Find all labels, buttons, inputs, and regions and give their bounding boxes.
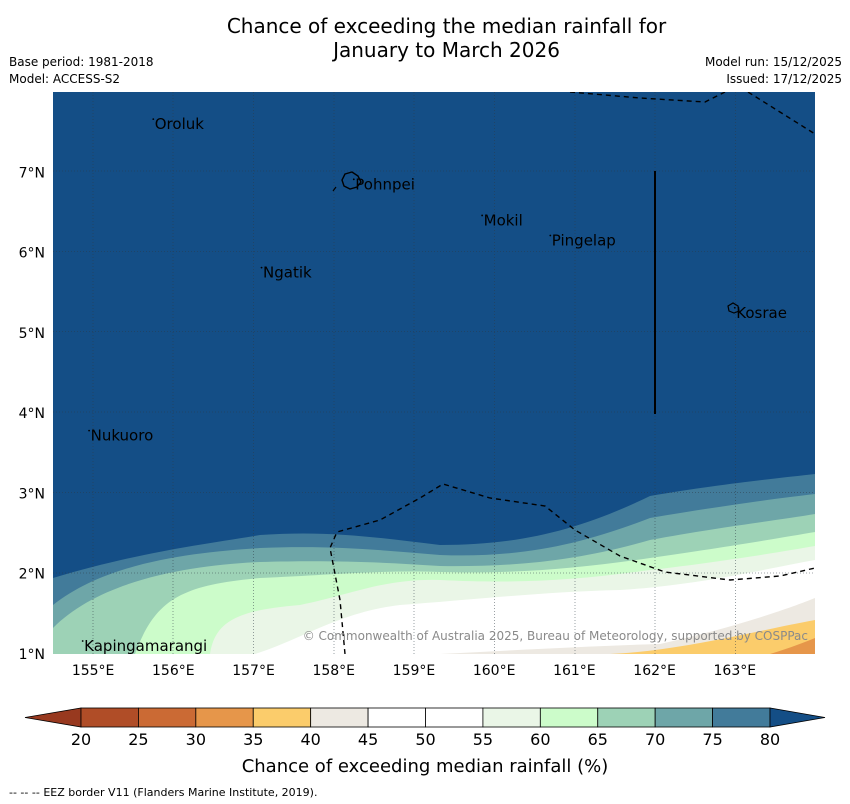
colorbar-segment [367, 707, 426, 728]
colorbar-tick-label: 35 [243, 730, 263, 749]
colorbar-tick-label: 20 [71, 730, 91, 749]
place-label-ngatik: Ngatik [263, 264, 312, 282]
eez-borders [329, 92, 815, 654]
colorbar-segment [712, 707, 771, 728]
lon-tick-label: 160°E [473, 663, 516, 679]
colorbar-segment [252, 707, 312, 728]
lon-tick-label: 155°E [72, 663, 115, 679]
band-35-40 [610, 620, 815, 654]
colorbar-segment [310, 707, 369, 728]
lat-tick-label: 5°N [19, 326, 45, 342]
latitude-tick-labels: 1°N 2°N 3°N 4°N 5°N 6°N 7°N [19, 165, 45, 663]
title-line-1: Chance of exceeding the median rainfall … [226, 14, 667, 38]
colorbar-label: Chance of exceeding median rainfall (%) [241, 756, 609, 777]
eez-border-south [329, 483, 815, 654]
island-outlines [332, 171, 740, 314]
place-marker [260, 266, 263, 269]
place-labels: Oroluk Pohnpei Mokil Pingelap Ngatik Kosrae Nu… [81, 115, 787, 655]
place-label-pohnpei: Pohnpei [355, 175, 415, 193]
longitude-tick-labels: 155°E 156°E 157°E 158°E 159°E 160°E 161°E 162°E… [72, 663, 756, 679]
colorbar-tick-label: 45 [358, 730, 378, 749]
eez-border-top-right [747, 92, 815, 135]
lat-tick-label: 6°N [19, 246, 45, 262]
colorbar: 20 25 30 35 40 45 50 55 60 65 70 75 80 [24, 707, 826, 749]
eez-legend: -- -- -- EEZ border V11 (Flanders Marine… [9, 786, 317, 799]
band-30-35 [770, 638, 815, 654]
colorbar-segment [138, 707, 197, 728]
lat-tick-label: 1°N [19, 647, 45, 663]
base-period: Base period: 1981-2018 [9, 55, 154, 69]
colorbar-tick-label: 55 [473, 730, 493, 749]
kosrae-island-outline [727, 302, 740, 314]
colorbar-tick-label: 80 [760, 730, 780, 749]
place-marker [81, 640, 84, 642]
place-marker [733, 306, 736, 309]
place-label-pingelap: Pingelap [552, 232, 616, 250]
colorbar-tick-label: 60 [530, 730, 550, 749]
colorbar-segment [597, 707, 656, 728]
colorbar-segment [80, 707, 139, 728]
colorbar-tick-label: 25 [128, 730, 148, 749]
band-50-55 [255, 560, 815, 654]
lat-tick-label: 3°N [19, 486, 45, 502]
colorbar-tick-label: 50 [415, 730, 435, 749]
eez-border-top [569, 92, 726, 103]
place-label-kapingamarangi: Kapingamarangi [84, 637, 207, 655]
colorbar-extend-high [769, 707, 826, 728]
model-run: Model run: 15/12/2025 [704, 55, 842, 69]
lon-tick-label: 158°E [312, 663, 355, 679]
issued-date: Issued: 17/12/2025 [726, 72, 842, 86]
meta-left: Base period: 1981-2018 Model: ACCESS-S2 [9, 54, 154, 88]
colorbar-extend-low [24, 707, 82, 728]
colorbar-tick-label: 75 [702, 730, 722, 749]
colorbar-segment [195, 707, 254, 728]
place-marker [549, 234, 552, 237]
lon-tick-label: 157°E [232, 663, 275, 679]
colorbar-segment [539, 707, 599, 728]
eez-legend-dashes: -- -- -- [9, 786, 40, 799]
lon-tick-label: 162°E [633, 663, 676, 679]
colorbar-tick-label: 30 [186, 730, 206, 749]
place-label-nukuoro: Nukuoro [91, 427, 154, 445]
lat-tick-label: 7°N [19, 165, 45, 181]
colorbar-segment [482, 707, 541, 728]
place-marker [352, 178, 355, 181]
place-marker [481, 214, 484, 217]
lat-tick-label: 4°N [19, 406, 45, 422]
colorbar-segment [425, 707, 484, 728]
chart-title: Chance of exceeding the median rainfall … [0, 14, 850, 62]
colorbar-tick-label: 65 [588, 730, 608, 749]
lon-tick-label: 156°E [152, 663, 195, 679]
pohnpei-reef-mark [332, 186, 337, 192]
lon-tick-label: 159°E [393, 663, 436, 679]
title-line-2: January to March 2026 [333, 38, 560, 62]
place-marker [152, 118, 155, 121]
lon-tick-label: 161°E [553, 663, 596, 679]
colorbar-tick-label: 70 [645, 730, 665, 749]
place-marker [88, 429, 90, 432]
eez-legend-text: EEZ border V11 (Flanders Marine Institut… [43, 786, 318, 799]
lon-tick-label: 163°E [714, 663, 757, 679]
lat-tick-label: 2°N [19, 567, 45, 583]
place-label-oroluk: Oroluk [155, 115, 204, 133]
copyright-notice: © Commonwealth of Australia 2025, Bureau… [303, 629, 808, 643]
probability-field [53, 92, 815, 654]
model-name: Model: ACCESS-S2 [9, 72, 121, 86]
colorbar-tick-label: 40 [300, 730, 320, 749]
pohnpei-island-outline [341, 171, 362, 190]
meta-right: Model run: 15/12/2025 Issued: 17/12/2025 [705, 54, 842, 88]
gridlines [53, 92, 815, 654]
place-label-kosrae: Kosrae [736, 304, 787, 322]
colorbar-segment [654, 707, 713, 728]
place-label-mokil: Mokil [484, 211, 523, 229]
